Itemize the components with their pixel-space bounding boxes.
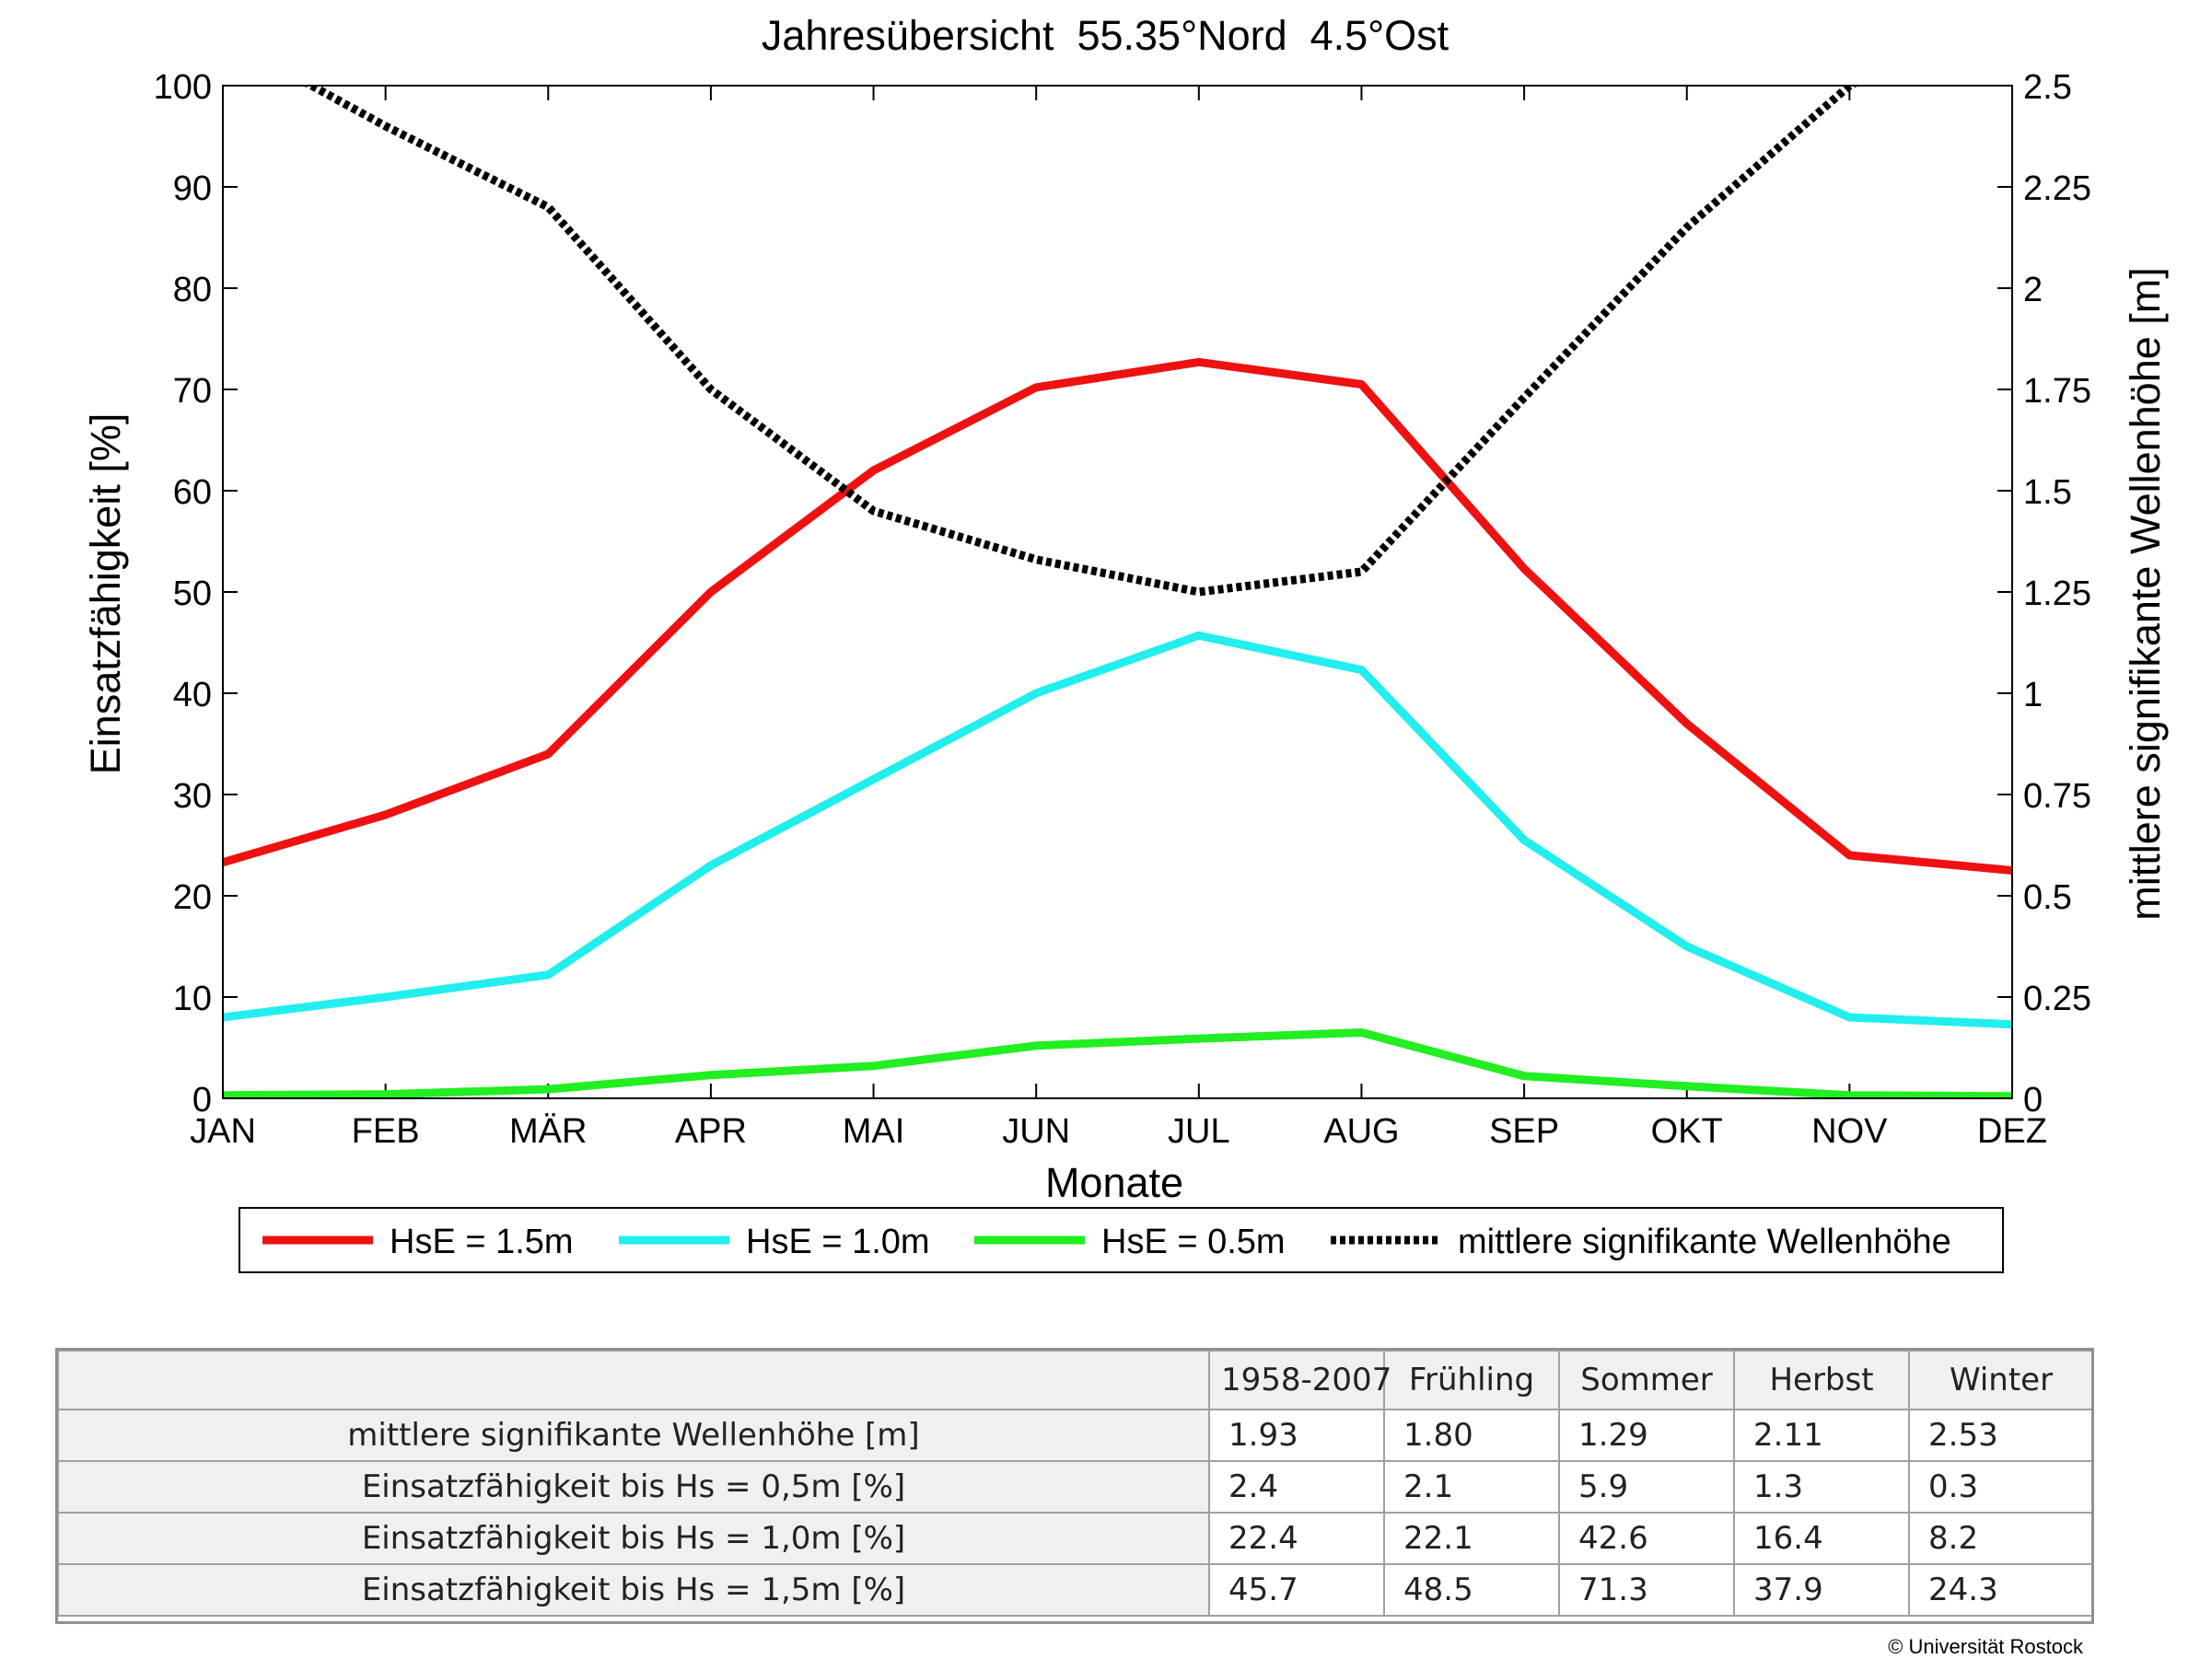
row-label: mittlere signifikante Wellenhöhe [m] xyxy=(57,1409,1210,1462)
y-tick-label: 20 xyxy=(173,878,212,917)
x-tick-label: DEZ xyxy=(1977,1112,2047,1151)
y-right-tick-label: 0.75 xyxy=(2023,777,2091,816)
series-line xyxy=(223,631,2012,1029)
plot-background xyxy=(223,86,2012,1098)
stats-table-corner-cell xyxy=(57,1350,1210,1410)
y-tick-label: 30 xyxy=(173,777,212,816)
column-header: Winter xyxy=(1908,1350,2094,1410)
table-cell: 1.80 xyxy=(1383,1409,1560,1462)
x-tick-label: APR xyxy=(675,1112,747,1151)
row-label: Einsatzfähigkeit bis Hs = 0,5m [%] xyxy=(57,1460,1210,1514)
table-cell: 2.53 xyxy=(1908,1409,2094,1462)
table-row: Einsatzfähigkeit bis Hs = 1,0m [%] 22.4 … xyxy=(57,1512,2094,1565)
legend: HsE = 1.5m HsE = 1.0m HsE = 0.5m mittlere s… xyxy=(239,1207,2004,1273)
legend-box xyxy=(239,1207,2004,1273)
table-cell: 37.9 xyxy=(1733,1563,1910,1617)
table-cell: 0.3 xyxy=(1908,1460,2094,1514)
plot-frame xyxy=(222,85,2013,1099)
x-tick-label: FEB xyxy=(352,1112,420,1151)
x-tick-label: OKT xyxy=(1651,1112,1723,1151)
legend-label: HsE = 0.5m xyxy=(1101,1223,1286,1261)
y-tick-label: 80 xyxy=(173,271,212,309)
y-right-tick-label: 0 xyxy=(2023,1081,2043,1120)
row-label: Einsatzfähigkeit bis Hs = 1,5m [%] xyxy=(57,1563,1210,1617)
y-axis-label-left: Einsatzfähigkeit [%] xyxy=(82,413,129,775)
y-right-tick-label: 1 xyxy=(2023,676,2043,714)
copyright-note: © Universität Rostock xyxy=(1888,1635,2083,1658)
table-cell: 2.4 xyxy=(1208,1460,1385,1514)
table-cell: 2.11 xyxy=(1733,1409,1910,1462)
table-cell: 16.4 xyxy=(1733,1512,1910,1565)
legend-label: HsE = 1.5m xyxy=(390,1223,574,1261)
column-header: Frühling xyxy=(1383,1350,1560,1410)
plot-area: 0 10 20 30 40 50 60 70 80 90 100 0 0.25 0.5 0.75 1 1.25 1… xyxy=(154,68,2091,1151)
stats-table: 1958-2007 Frühling Sommer Herbst Winter … xyxy=(57,1350,2094,1617)
y-right-tick-label: 2.25 xyxy=(2023,169,2091,208)
y-right-tick-label: 0.25 xyxy=(2023,980,2091,1018)
x-tick-label: JUN xyxy=(1002,1112,1070,1151)
y-axis-label-right: mittlere signifikante Wellenhöhe [m] xyxy=(2122,267,2169,921)
stats-table-header-row: 1958-2007 Frühling Sommer Herbst Winter xyxy=(57,1350,2094,1410)
y-right-tick-label: 0.5 xyxy=(2023,878,2072,917)
column-header: Herbst xyxy=(1733,1350,1910,1410)
series-line xyxy=(223,1028,2012,1098)
table-cell: 8.2 xyxy=(1908,1512,2094,1565)
table-cell: 71.3 xyxy=(1558,1563,1735,1617)
x-tick-label: JAN xyxy=(190,1112,256,1151)
table-cell: 5.9 xyxy=(1558,1460,1735,1514)
x-tick-label: NOV xyxy=(1811,1112,1888,1151)
legend-label: mittlere signifikante Wellenhöhe xyxy=(1458,1223,1951,1261)
series-line xyxy=(302,86,1859,597)
y-tick-label: 40 xyxy=(173,676,212,714)
x-tick-label: AUG xyxy=(1323,1112,1399,1151)
table-cell: 1.29 xyxy=(1558,1409,1735,1462)
y-right-tick-label: 1.5 xyxy=(2023,473,2072,512)
y-right-tick-label: 1.75 xyxy=(2023,372,2091,411)
table-cell: 1.93 xyxy=(1208,1409,1385,1462)
table-row: mittlere signifikante Wellenhöhe [m] 1.9… xyxy=(57,1409,2094,1462)
y-tick-label: 0 xyxy=(192,1081,212,1120)
series-line xyxy=(223,357,2012,875)
row-label: Einsatzfähigkeit bis Hs = 1,0m [%] xyxy=(57,1512,1210,1565)
y-right-tick-label: 2.5 xyxy=(2023,68,2072,107)
x-tick-label: MÄR xyxy=(509,1112,587,1151)
table-cell: 24.3 xyxy=(1908,1563,2094,1617)
legend-label: HsE = 1.0m xyxy=(746,1223,930,1261)
table-cell: 45.7 xyxy=(1208,1563,1385,1617)
table-cell: 22.1 xyxy=(1383,1512,1560,1565)
y-tick-label: 100 xyxy=(154,68,212,107)
table-cell: 48.5 xyxy=(1383,1563,1560,1617)
table-cell: 42.6 xyxy=(1558,1512,1735,1565)
series-group xyxy=(223,86,2012,1098)
y-tick-label: 60 xyxy=(173,473,212,512)
x-tick-label: JUL xyxy=(1168,1112,1230,1151)
y-tick-label: 50 xyxy=(173,574,212,613)
y-tick-label: 70 xyxy=(173,372,212,411)
x-axis-label: Monate xyxy=(1045,1159,1183,1206)
y-right-tick-label: 1.25 xyxy=(2023,574,2091,613)
column-header: 1958-2007 xyxy=(1208,1350,1391,1410)
table-cell: 2.1 xyxy=(1383,1460,1560,1514)
table-row: Einsatzfähigkeit bis Hs = 0,5m [%] 2.4 2… xyxy=(57,1460,2094,1514)
y-tick-label: 10 xyxy=(173,980,212,1018)
table-row: Einsatzfähigkeit bis Hs = 1,5m [%] 45.7 … xyxy=(57,1563,2094,1617)
x-tick-label: MAI xyxy=(843,1112,905,1151)
chart-title: Jahresübersicht 55.35°Nord 4.5°Ost xyxy=(762,12,1449,59)
y-tick-label: 90 xyxy=(173,169,212,208)
table-cell: 1.3 xyxy=(1733,1460,1910,1514)
x-tick-label: SEP xyxy=(1489,1112,1559,1151)
y-right-tick-label: 2 xyxy=(2023,271,2043,309)
table-cell: 22.4 xyxy=(1208,1512,1385,1565)
column-header: Sommer xyxy=(1558,1350,1735,1410)
